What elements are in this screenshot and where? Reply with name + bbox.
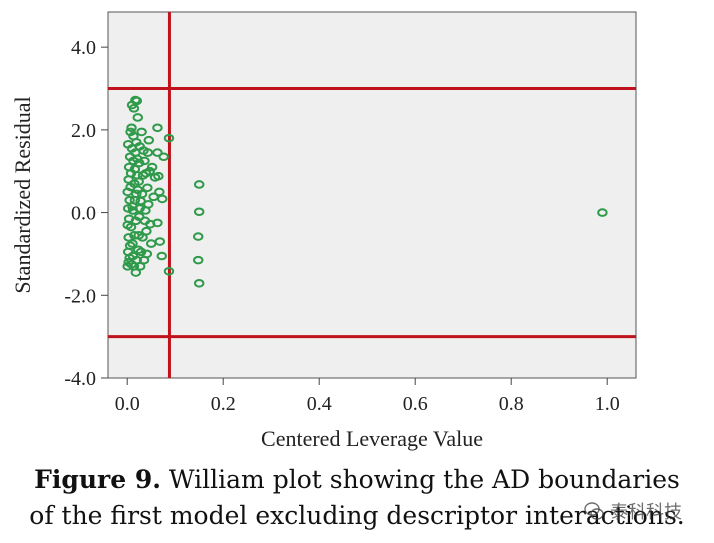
data-point bbox=[127, 239, 138, 248]
y-tick-label: 4.0 bbox=[71, 37, 96, 59]
y-tick-label: 2.0 bbox=[71, 120, 96, 142]
data-point bbox=[154, 187, 165, 197]
data-point bbox=[123, 175, 134, 184]
data-point bbox=[144, 166, 155, 176]
data-point bbox=[130, 148, 141, 157]
data-point bbox=[122, 247, 134, 257]
data-point bbox=[193, 232, 204, 241]
data-point bbox=[128, 262, 140, 271]
data-point bbox=[149, 173, 161, 182]
data-point bbox=[126, 123, 137, 133]
data-point bbox=[131, 137, 142, 147]
data-point bbox=[136, 127, 147, 137]
data-point bbox=[158, 152, 169, 162]
data-point bbox=[143, 135, 155, 145]
watermark: 泰科科技 bbox=[584, 496, 704, 526]
data-point bbox=[156, 251, 167, 261]
reference-lines bbox=[108, 12, 636, 378]
caption-label: Figure 9. bbox=[34, 465, 161, 494]
data-point bbox=[146, 239, 157, 248]
williams-plot: 4.0 2.0 0.0 -2.0 -4.0 0.0 0.2 0.4 0.6 0.8 1.0 Sta… bbox=[10, 11, 637, 451]
figure-caption: Figure 9. William plot showing the AD bo… bbox=[0, 462, 714, 534]
data-point bbox=[129, 195, 141, 205]
data-point bbox=[127, 206, 139, 215]
data-point bbox=[163, 267, 175, 276]
data-point bbox=[152, 148, 163, 157]
x-tick-label: 0.0 bbox=[115, 393, 140, 415]
watermark-text: 泰科科技 bbox=[610, 502, 682, 523]
data-point bbox=[597, 208, 608, 217]
data-point bbox=[194, 278, 205, 288]
data-point bbox=[133, 231, 144, 240]
data-point bbox=[148, 192, 159, 202]
data-point bbox=[143, 200, 154, 209]
data-point bbox=[126, 100, 138, 110]
data-point bbox=[123, 162, 135, 172]
data-point bbox=[194, 207, 205, 217]
data-point bbox=[122, 187, 133, 197]
data-point bbox=[125, 127, 136, 137]
data-point bbox=[193, 255, 204, 265]
x-tick-label: 0.8 bbox=[499, 393, 524, 415]
x-tick-label: 1.0 bbox=[595, 393, 620, 415]
data-point bbox=[132, 113, 143, 122]
caption-line-2: of the first model excluding descriptor … bbox=[29, 501, 685, 530]
y-tick-label: -2.0 bbox=[64, 285, 96, 307]
data-point bbox=[152, 123, 163, 133]
data-point bbox=[124, 195, 135, 205]
data-point bbox=[132, 185, 143, 195]
data-point bbox=[146, 162, 158, 172]
x-axis-ticks: 0.0 0.2 0.4 0.6 0.8 1.0 bbox=[115, 378, 620, 415]
caption-line-1-text: William plot showing the AD boundaries bbox=[160, 465, 680, 494]
data-point bbox=[194, 180, 205, 189]
x-tick-label: 0.4 bbox=[307, 393, 332, 415]
data-point bbox=[122, 262, 133, 271]
y-tick-label: -4.0 bbox=[64, 368, 96, 390]
x-tick-label: 0.2 bbox=[211, 393, 236, 415]
y-tick-label: 0.0 bbox=[71, 203, 96, 225]
data-point bbox=[141, 249, 153, 259]
data-point bbox=[134, 158, 145, 168]
caption-line-1: Figure 9. William plot showing the AD bo… bbox=[0, 462, 714, 498]
data-point bbox=[122, 220, 133, 230]
x-axis-title: Centered Leverage Value bbox=[261, 426, 483, 451]
y-axis-title: Standardized Residual bbox=[10, 96, 35, 293]
data-point bbox=[130, 216, 142, 226]
wechat-logo-icon bbox=[584, 502, 604, 520]
x-tick-label: 0.6 bbox=[403, 393, 428, 415]
data-point bbox=[135, 247, 147, 257]
plot-background bbox=[107, 11, 637, 379]
data-point bbox=[129, 231, 140, 240]
y-axis-ticks: 4.0 2.0 0.0 -2.0 -4.0 bbox=[64, 37, 108, 390]
data-point bbox=[128, 156, 139, 166]
data-point bbox=[142, 183, 153, 193]
data-points bbox=[122, 95, 608, 288]
data-point bbox=[163, 133, 175, 143]
